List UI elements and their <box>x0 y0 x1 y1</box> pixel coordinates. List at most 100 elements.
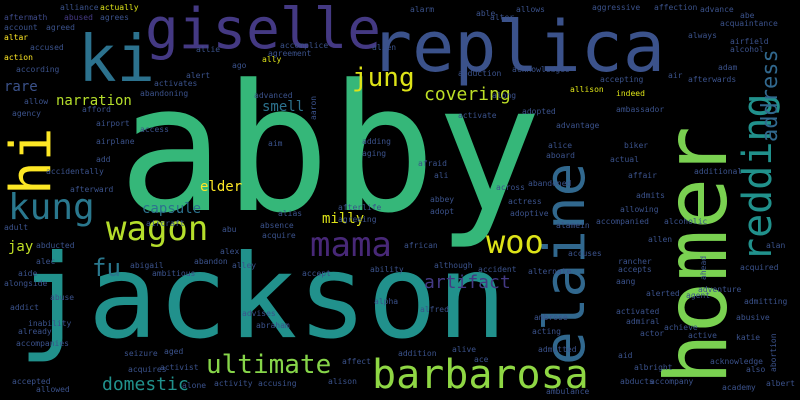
word-fu: fu <box>92 254 121 282</box>
word-allows: allows <box>516 5 545 14</box>
word-acknowledge: acknowledge <box>710 357 763 366</box>
word-aide: aide <box>18 269 38 278</box>
word-afterlife: afterlife <box>338 203 382 212</box>
word-advantage: advantage <box>556 121 600 130</box>
word-ambassador: ambassador <box>616 105 665 114</box>
word-along: along <box>492 91 517 100</box>
word-alone: alone <box>182 381 207 390</box>
word-alley: alley <box>232 261 257 270</box>
word-adopted: adopted <box>522 107 556 116</box>
word-accusing: accusing <box>258 379 297 388</box>
word-alcohol: alcohol <box>730 45 764 54</box>
word-milly: milly <box>322 211 365 227</box>
word-agency: agency <box>12 109 41 118</box>
word-kung: kung <box>8 187 95 228</box>
word-alex: alex <box>220 247 240 256</box>
word-afford: afford <box>82 105 111 114</box>
word-alias: alias <box>278 209 303 218</box>
word-abandoned: abandoned <box>528 179 572 188</box>
word-homer: homer <box>647 126 747 385</box>
word-smell: smell <box>262 99 305 115</box>
word-allowed: allowed <box>36 385 70 394</box>
word-albert: albert <box>766 379 795 388</box>
word-rancher: rancher <box>618 257 652 266</box>
word-giselle: giselle <box>145 0 382 62</box>
word-aaron: aaron <box>309 95 318 120</box>
word-add: add <box>96 155 111 164</box>
word-acknowledges: acknowledges <box>512 65 570 74</box>
word-hi: hi <box>0 127 64 195</box>
word-narration: narration <box>56 93 132 109</box>
word-activist: activist <box>160 363 199 372</box>
word-although: although <box>434 261 473 270</box>
word-alpha: alpha <box>374 297 399 306</box>
word-alert: alert <box>186 71 211 80</box>
word-academy: academy <box>722 383 756 392</box>
word-aftermath: aftermath <box>4 13 48 22</box>
word-addict: addict <box>10 303 39 312</box>
word-abduction: abduction <box>458 69 502 78</box>
word-abortion: abortion <box>769 333 778 372</box>
word-actress: actress <box>508 197 542 206</box>
word-abu: abu <box>222 225 237 234</box>
word-covering: covering <box>424 84 511 105</box>
word-also: also <box>746 365 766 374</box>
word-woo: woo <box>486 223 544 261</box>
word-addition: addition <box>398 349 437 358</box>
word-accompanies: accompanies <box>16 339 69 348</box>
word-allowing: allowing <box>620 205 659 214</box>
word-ace: ace <box>474 355 489 364</box>
word-aboard: aboard <box>546 151 575 160</box>
word-accepted: accepted <box>12 377 51 386</box>
word-actual: actual <box>610 155 639 164</box>
word-airport: airport <box>96 119 130 128</box>
word-alfred: alfred <box>420 305 449 314</box>
word-jung: jung <box>352 63 415 93</box>
word-jackson: jackson <box>18 230 507 365</box>
word-affair: affair <box>628 171 657 180</box>
word-aged: aged <box>164 347 184 356</box>
word-rare: rare <box>4 79 38 95</box>
word-albright: albright <box>634 363 673 372</box>
word-acquire: acquire <box>262 231 296 240</box>
word-alcoholic: alcoholic <box>664 217 708 226</box>
word-elder: elder <box>200 179 243 195</box>
word-artifact: artifact <box>424 272 511 293</box>
word-affection: affection <box>654 3 698 12</box>
word-always: always <box>688 31 717 40</box>
word-ki: ki <box>78 23 156 97</box>
word-already: already <box>18 327 52 336</box>
word-acquaintance: acquaintance <box>720 19 778 28</box>
word-alerted: alerted <box>646 289 680 298</box>
word-accused: accused <box>30 43 64 52</box>
word-able: able <box>476 9 496 18</box>
word-jay: jay <box>8 239 34 255</box>
word-afraid: afraid <box>418 159 447 168</box>
word-adult: adult <box>4 223 29 232</box>
word-air: air <box>668 71 683 80</box>
word-agreeing: agreeing <box>338 215 377 224</box>
word-aim: aim <box>268 139 283 148</box>
word-aggressive: aggressive <box>592 3 641 12</box>
word-abigail: abigail <box>130 261 164 270</box>
word-achieve: achieve <box>664 323 698 332</box>
word-airplane: airplane <box>96 137 135 146</box>
word-barbarosa: barbarosa <box>372 352 589 398</box>
word-abducted: abducted <box>36 241 75 250</box>
word-ali: ali <box>434 171 449 180</box>
word-acquired: acquired <box>740 263 779 272</box>
word-advises: advises <box>242 309 276 318</box>
word-agreement: agreement <box>268 49 312 58</box>
word-domestic: domestic <box>102 374 189 395</box>
word-according: according <box>16 65 60 74</box>
word-ally: ally <box>262 55 282 64</box>
word-address: address <box>758 49 783 142</box>
word-access: access <box>140 125 169 134</box>
word-adoptive: adoptive <box>510 209 549 218</box>
word-advanced: advanced <box>254 91 293 100</box>
word-activates: activates <box>154 79 198 88</box>
word-allie: allie <box>196 45 221 54</box>
word-afterward: afterward <box>70 185 114 194</box>
word-ambulance: ambulance <box>546 387 590 396</box>
